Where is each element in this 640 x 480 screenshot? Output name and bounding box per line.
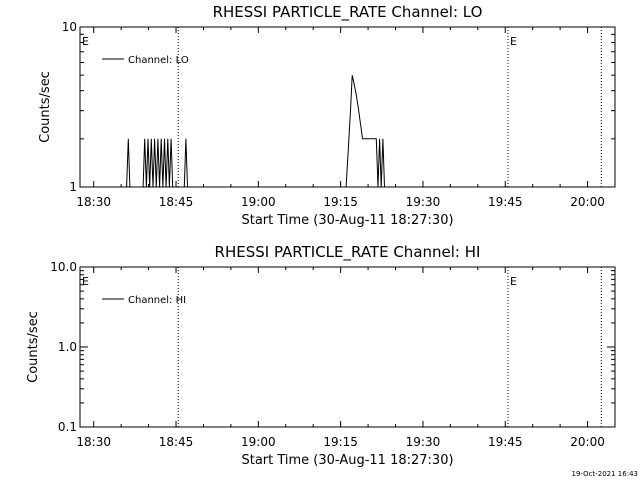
x-tick-label: 18:30	[76, 435, 111, 449]
x-tick-label: 18:45	[159, 435, 194, 449]
x-tick-label: 18:45	[159, 195, 194, 209]
y-axis-label: Counts/sec	[26, 311, 41, 383]
x-tick-label: 19:45	[488, 195, 523, 209]
x-tick-label: 19:45	[488, 435, 523, 449]
plot-frame	[79, 26, 616, 188]
event-marker-label: E	[82, 275, 89, 288]
event-marker-label: E	[510, 275, 517, 288]
legend-label: Channel: LO	[128, 55, 189, 66]
x-tick-label: 18:30	[76, 195, 111, 209]
y-tick-label: 1.0	[58, 340, 77, 354]
y-tick-label: 1	[69, 180, 77, 194]
x-tick-label: 19:15	[323, 435, 358, 449]
series-line	[110, 75, 388, 188]
x-tick-label: 20:00	[570, 435, 605, 449]
x-tick-label: 20:00	[570, 195, 605, 209]
x-tick-label: 19:00	[241, 435, 276, 449]
event-marker-label: E	[82, 35, 89, 48]
chart-title: RHESSI PARTICLE_RATE Channel: LO	[213, 3, 483, 22]
x-tick-label: 19:15	[323, 195, 358, 209]
chart-title: RHESSI PARTICLE_RATE Channel: HI	[215, 243, 481, 262]
x-tick-label: 19:30	[406, 435, 441, 449]
y-tick-label: 10.0	[50, 260, 77, 274]
y-axis-label: Counts/sec	[38, 71, 53, 143]
plot-frame	[79, 266, 616, 428]
x-axis-label: Start Time (30-Aug-11 18:27:30)	[241, 213, 453, 228]
x-tick-label: 19:00	[241, 195, 276, 209]
footer-timestamp: 19-Oct-2021 16:43	[572, 470, 638, 478]
x-tick-label: 19:30	[406, 195, 441, 209]
event-marker-label: E	[510, 35, 517, 48]
y-tick-label: 0.1	[58, 420, 77, 434]
y-tick-label: 10	[62, 20, 77, 34]
legend-label: Channel: HI	[128, 295, 186, 306]
x-axis-label: Start Time (30-Aug-11 18:27:30)	[241, 453, 453, 468]
